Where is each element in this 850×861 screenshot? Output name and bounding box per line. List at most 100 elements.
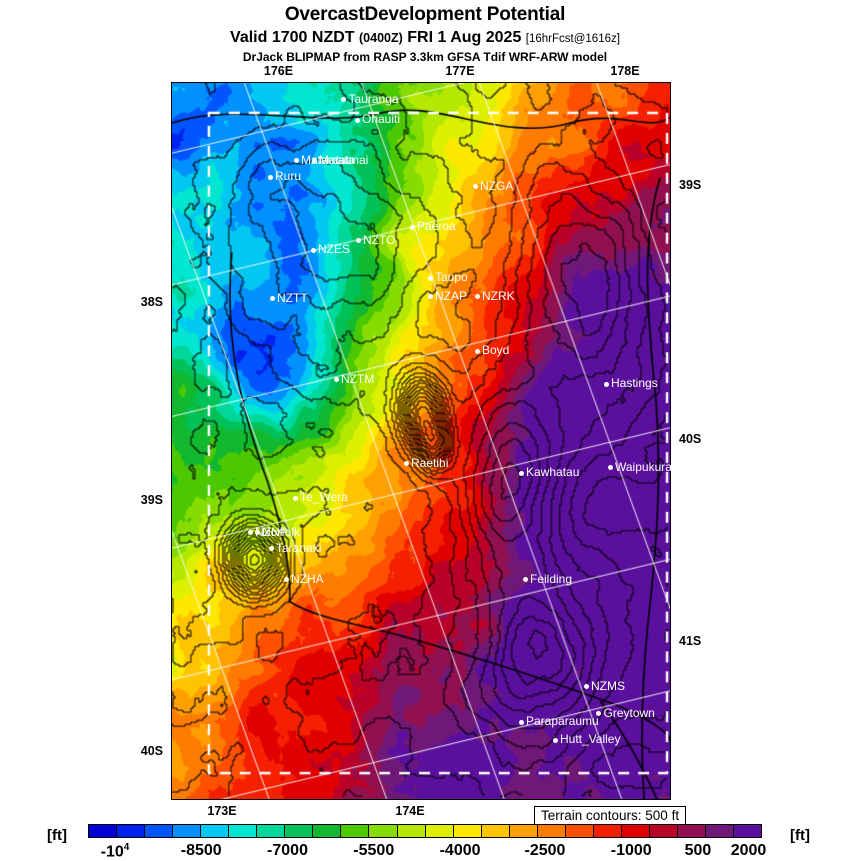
station-label: Te_Wera [300,490,348,505]
station-label: NZMS [591,678,625,693]
lat-label-left-1: 39S [140,492,163,507]
colorbar-swatch-1 [117,825,146,837]
station-label: Boyd [482,343,510,358]
colorbar-swatch-11 [397,825,426,837]
colorbar-tick-7: 500 [684,842,712,859]
station-marker [403,461,409,467]
lat-label-left-0: 38S [140,295,163,310]
station-marker [427,275,433,281]
station-marker [247,530,253,536]
station-marker [522,577,528,583]
valid-time-line: Valid 1700 NZDT (0400Z) FRI 1 Aug 2025 [… [0,29,850,47]
model-source-line: DrJack BLIPMAP from RASP 3.3km GFSA Tdif… [242,50,608,64]
station-label: Matamata [301,152,355,167]
lon-label-bottom-0: 173E [207,804,237,818]
forecast-tag: [16hrFcst@1616z] [525,33,620,45]
colorbar-tick-3: -5500 [353,842,395,859]
colorbar-tick-6: -1000 [610,842,652,859]
colorbar-panel: [ft] [ft] -104 -8500 -7000 -5500 -4000 -2500 -… [0,820,850,860]
station-label: Taranaki [276,540,322,555]
station-marker [254,530,260,536]
valid-prefix: Valid 1700 NZDT [230,29,355,46]
station-marker [596,711,601,717]
colorbar-swatch-2 [145,825,174,837]
station-label: NZTM [341,371,375,386]
title-block: OvercastDevelopment Potential Valid 1700… [0,0,850,64]
station-marker [583,684,589,690]
map-raster [172,83,670,799]
colorbar-gradient [88,824,762,838]
colorbar-swatch-20 [649,825,678,837]
colorbar-tick-1: -8500 [180,842,222,859]
station-label: NZGA [480,178,514,193]
terrain-contour-legend: Terrain contours: 500 ft [534,806,687,826]
lat-label-right-0: 39S [679,177,702,192]
station-label: NZTO [363,232,396,247]
station-marker [283,577,289,583]
station-marker [269,296,275,302]
lat-label-left-2: 40S [140,744,163,759]
colorbar-swatch-3 [173,825,202,837]
station-label: Kawhatau [526,465,580,480]
station-label: NZAP [435,288,468,303]
station-marker [472,184,478,190]
station-marker [293,158,299,164]
lat-label-right-1: 40S [679,431,702,446]
colorbar-swatch-18 [593,825,622,837]
station-marker [409,224,415,230]
station-marker [310,247,316,253]
station-label: Paeroa [417,219,456,234]
colorbar-swatch-22 [706,825,735,837]
colorbar-swatch-9 [341,825,370,837]
valid-utc: (0400Z) [359,31,403,45]
station-marker [474,348,480,354]
colorbar-swatch-10 [369,825,398,837]
colorbar-swatch-6 [257,825,286,837]
colorbar-swatch-16 [537,825,566,837]
station-marker [292,495,298,501]
weather-map[interactable] [171,82,671,800]
colorbar-tick-0: -104 [100,842,130,861]
station-marker [355,238,361,244]
station-marker [552,737,558,743]
colorbar-swatch-23 [734,825,762,837]
colorbar-unit-right: [ft] [790,827,810,844]
lon-label-top-1: 177E [445,64,475,78]
colorbar-unit-left: [ft] [47,827,67,844]
station-label: Hastings [611,376,658,391]
colorbar-swatch-17 [565,825,594,837]
colorbar-tick-4: -4000 [439,842,481,859]
station-label: NZES [318,242,351,256]
station-marker [311,158,317,164]
colorbar-swatch-5 [229,825,258,837]
station-label: Norfolk [262,524,301,539]
station-label: NZHA [291,571,324,586]
station-label: Hutt_Valley [560,732,621,747]
colorbar-swatch-7 [285,825,314,837]
station-label: Ohauiti [362,112,401,127]
station-label: Paraparaumu [526,714,599,729]
station-marker [607,465,613,471]
colorbar-swatch-14 [481,825,510,837]
station-marker [268,546,274,552]
colorbar-swatch-0 [89,825,118,837]
station-marker [603,381,609,387]
colorbar-tick-5: -2500 [524,842,566,859]
lon-label-top-0: 176E [263,64,294,78]
station-label: NZTT [277,290,308,305]
station-marker [333,377,339,383]
station-marker [518,719,524,725]
colorbar-swatch-15 [509,825,538,837]
station-label: Waipukurau [615,459,679,474]
station-label: Taupo [435,270,468,284]
station-label: Raetihi [411,455,449,470]
page-title: OvercastDevelopment Potential [284,4,566,25]
colorbar-swatch-4 [201,825,230,837]
station-marker [518,470,524,476]
station-label: NZRK [482,288,515,303]
valid-date: FRI 1 Aug 2025 [407,29,522,46]
station-label: Tauranga [348,91,399,106]
lon-label-top-2: 178E [610,64,640,78]
station-label: Ruru [275,169,302,184]
station-label: NZNP [255,524,288,539]
